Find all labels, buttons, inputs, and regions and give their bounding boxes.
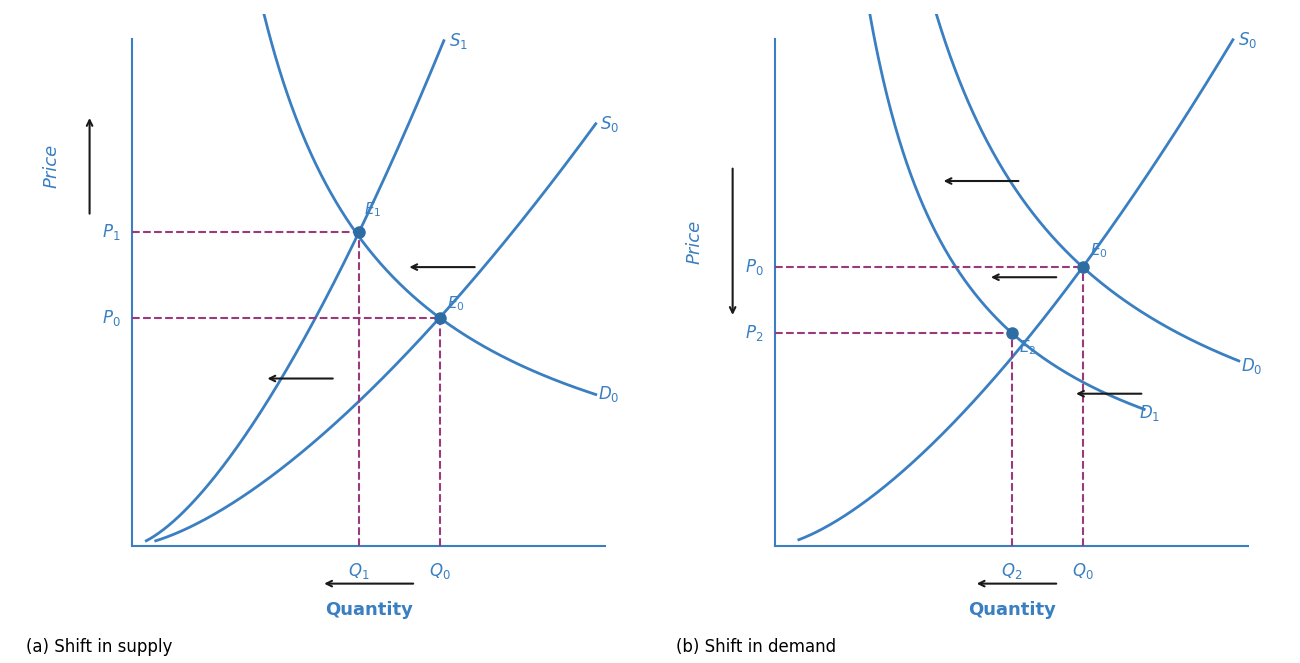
Text: $D_1$: $D_1$: [1140, 402, 1161, 422]
Text: (a) Shift in supply: (a) Shift in supply: [26, 638, 173, 656]
Text: $S_1$: $S_1$: [448, 30, 468, 51]
Text: $Q_2$: $Q_2$: [1001, 561, 1022, 581]
Text: $Q_0$: $Q_0$: [1071, 561, 1093, 581]
Text: $E_1$: $E_1$: [364, 200, 381, 219]
Text: $E_0$: $E_0$: [447, 294, 464, 313]
Text: $P_2$: $P_2$: [745, 323, 763, 343]
Text: Quantity: Quantity: [967, 601, 1056, 619]
Text: $Q_1$: $Q_1$: [348, 561, 370, 581]
Text: $D_0$: $D_0$: [598, 385, 620, 404]
Text: $S_0$: $S_0$: [601, 114, 620, 134]
Text: $E_2$: $E_2$: [1019, 338, 1036, 357]
Text: $S_0$: $S_0$: [1238, 30, 1257, 50]
Text: Price: Price: [686, 219, 703, 264]
Text: $P_0$: $P_0$: [101, 308, 121, 328]
Text: Quantity: Quantity: [325, 601, 412, 619]
Text: $E_0$: $E_0$: [1089, 241, 1108, 259]
Text: (b) Shift in demand: (b) Shift in demand: [676, 638, 836, 656]
Text: $Q_0$: $Q_0$: [429, 561, 451, 581]
Text: $P_0$: $P_0$: [745, 257, 763, 277]
Text: $P_1$: $P_1$: [101, 221, 121, 241]
Text: Price: Price: [43, 144, 61, 188]
Text: $D_0$: $D_0$: [1242, 356, 1262, 376]
